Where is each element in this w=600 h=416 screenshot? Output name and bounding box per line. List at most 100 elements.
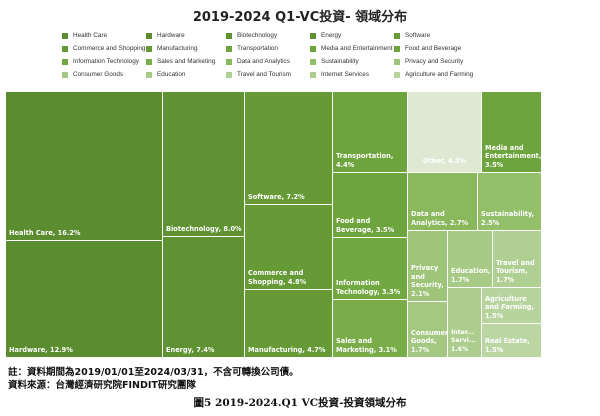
- treemap-tile-label: Education, 1.7%: [451, 267, 491, 284]
- legend-label: Health Care: [73, 32, 108, 39]
- legend-item: Health Care: [62, 32, 107, 41]
- treemap-tile-label: Inter... Servi... 1.6%: [451, 328, 476, 353]
- legend-swatch: [394, 72, 400, 78]
- legend-swatch: [310, 46, 316, 52]
- chart-title: 2019-2024 Q1-VC投資- 領域分布: [192, 10, 408, 25]
- legend-swatch: [310, 72, 316, 78]
- legend-item: Hardware: [146, 32, 185, 41]
- legend-item: Information Technology: [62, 58, 139, 67]
- legend-item: Internet Services: [310, 71, 369, 80]
- treemap-tile-label: Manufacturing, 4.7%: [248, 345, 326, 354]
- data-source-note: 資料來源：台灣經濟研究院FINDIT研究團隊: [8, 380, 196, 391]
- legend-label: Sustainability: [321, 58, 359, 65]
- legend-label: Software: [405, 32, 431, 39]
- treemap-tile: Consumer Goods, 1.7%: [408, 302, 448, 358]
- treemap-tile: Transportation, 4.4%: [333, 92, 408, 173]
- treemap-tile-label: Media and Entertainment, 3.5%: [485, 143, 542, 169]
- legend-swatch: [310, 59, 316, 65]
- legend-label: Biotechnology: [237, 32, 278, 39]
- legend-label: Food and Beverage: [405, 45, 462, 52]
- treemap: Health Care, 16.2% Hardware, 12.9% Biotech…: [6, 92, 542, 358]
- data-period-note: 註：資料期間為2019/01/01至2024/03/31，不含可轉換公司債。: [8, 367, 299, 378]
- legend-label: Data and Analytics: [237, 58, 290, 65]
- treemap-tile-label: Biotechnology, 8.0%: [166, 224, 242, 233]
- treemap-tile: Other, 4.3%: [408, 92, 482, 173]
- treemap-tile: Health Care, 16.2%: [6, 92, 163, 241]
- legend: Health Care Hardware Biotechnology Energy So…: [62, 32, 562, 84]
- treemap-tile: Real Estate, 1.5%: [482, 324, 542, 358]
- treemap-tile-label: Sustainability, 2.5%: [481, 210, 535, 227]
- treemap-tile: Commerce and Shopping, 4.8%: [245, 205, 333, 290]
- legend-swatch: [310, 33, 316, 39]
- legend-label: Consumer Goods: [73, 71, 124, 78]
- treemap-tile-label: Data and Analytics, 2.7%: [411, 210, 469, 227]
- legend-item: Sales and Marketing: [146, 58, 215, 67]
- legend-item: Biotechnology: [226, 32, 277, 41]
- legend-item: Privacy and Security: [394, 58, 463, 67]
- legend-label: Information Technology: [73, 58, 139, 65]
- legend-swatch: [146, 33, 152, 39]
- legend-swatch: [226, 33, 232, 39]
- legend-item: Sustainability: [310, 58, 359, 67]
- legend-item: Education: [146, 71, 185, 80]
- treemap-tile-label: Other, 4.3%: [422, 157, 467, 165]
- legend-swatch: [226, 59, 232, 65]
- legend-swatch: [394, 59, 400, 65]
- figure-caption: 圖5 2019-2024.Q1 VC投資-投資領域分布: [193, 397, 407, 409]
- legend-label: Hardware: [157, 32, 185, 39]
- treemap-tile-label: Software, 7.2%: [248, 192, 305, 201]
- legend-label: Sales and Marketing: [157, 58, 216, 65]
- treemap-tile: Media and Entertainment, 3.5%: [482, 92, 542, 173]
- legend-item: Commerce and Shopping: [62, 45, 145, 54]
- treemap-tile-label: Hardware, 12.9%: [9, 345, 73, 354]
- legend-swatch: [62, 33, 68, 39]
- legend-label: Media and Entertainment: [321, 45, 393, 52]
- treemap-tile: Privacy and Security, 2.1%: [408, 231, 448, 302]
- legend-swatch: [146, 59, 152, 65]
- legend-label: Travel and Tourism: [237, 71, 291, 78]
- legend-swatch: [146, 72, 152, 78]
- treemap-tile-label: Real Estate, 1.5%: [485, 337, 530, 354]
- legend-swatch: [394, 46, 400, 52]
- treemap-tile-label: Privacy and Security, 2.1%: [411, 264, 444, 298]
- treemap-tile-label: Consumer Goods, 1.7%: [411, 328, 448, 354]
- treemap-tile: Information Technology, 3.3%: [333, 238, 408, 300]
- legend-label: Transportation: [237, 45, 278, 52]
- treemap-tile-label: Commerce and Shopping, 4.8%: [248, 269, 307, 286]
- legend-label: Education: [157, 71, 186, 78]
- legend-label: Internet Services: [321, 71, 369, 78]
- legend-item: Food and Beverage: [394, 45, 461, 54]
- treemap-tile: Agriculture and Farming, 1.5%: [482, 288, 542, 324]
- legend-item: Software: [394, 32, 430, 41]
- legend-item: Manufacturing: [146, 45, 198, 54]
- treemap-tile: Energy, 7.4%: [163, 237, 245, 358]
- treemap-tile-label: Agriculture and Farming, 1.5%: [485, 294, 535, 320]
- legend-swatch: [226, 72, 232, 78]
- treemap-tile-label: Food and Beverage, 3.5%: [336, 217, 395, 234]
- treemap-tile-label: Health Care, 16.2%: [9, 228, 81, 237]
- treemap-tile-label: Transportation, 4.4%: [336, 152, 394, 169]
- treemap-tile-label: Sales and Marketing, 3.1%: [336, 337, 397, 354]
- legend-item: Agriculture and Farming: [394, 71, 473, 80]
- treemap-tile-label: Travel and Tourism, 1.7%: [496, 258, 535, 284]
- legend-swatch: [226, 46, 232, 52]
- treemap-tile: Education, 1.7%: [448, 231, 493, 288]
- treemap-tile: Software, 7.2%: [245, 92, 333, 205]
- treemap-tile: Travel and Tourism, 1.7%: [493, 231, 542, 288]
- legend-swatch: [146, 46, 152, 52]
- treemap-tile: Data and Analytics, 2.7%: [408, 173, 478, 231]
- treemap-tile: Food and Beverage, 3.5%: [333, 173, 408, 238]
- legend-item: Travel and Tourism: [226, 71, 291, 80]
- legend-label: Agriculture and Farming: [405, 71, 474, 78]
- treemap-tile: Hardware, 12.9%: [6, 241, 163, 358]
- treemap-tile: Inter... Servi... 1.6%: [448, 288, 482, 358]
- treemap-tile: Sustainability, 2.5%: [478, 173, 542, 231]
- legend-swatch: [394, 33, 400, 39]
- legend-label: Manufacturing: [157, 45, 198, 52]
- legend-item: Consumer Goods: [62, 71, 123, 80]
- treemap-tile-label: Energy, 7.4%: [166, 345, 215, 354]
- legend-label: Energy: [321, 32, 342, 39]
- treemap-tile-label: Information Technology, 3.3%: [336, 279, 401, 296]
- legend-label: Commerce and Shopping: [73, 45, 146, 52]
